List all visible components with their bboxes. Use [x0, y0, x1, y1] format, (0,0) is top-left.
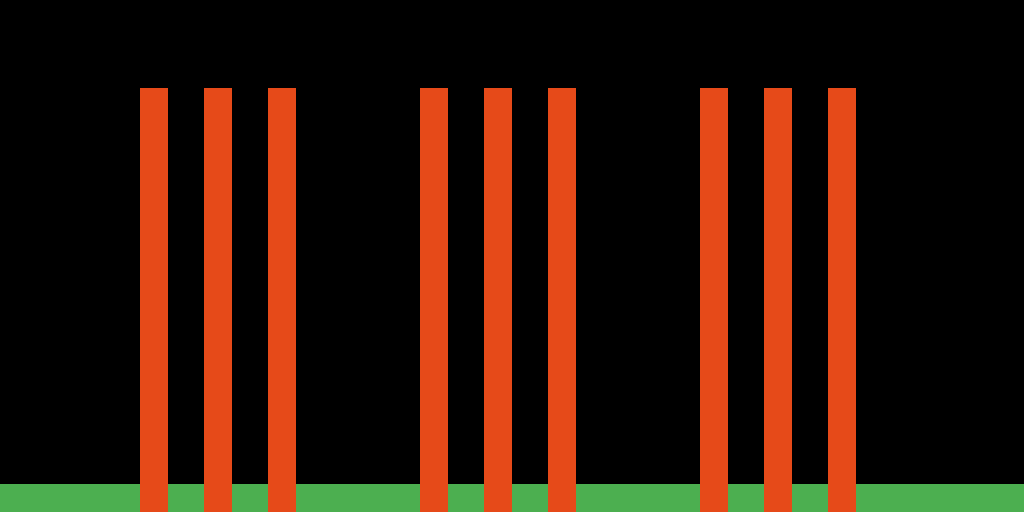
bar-1-1	[484, 88, 512, 512]
bar-2-0	[700, 88, 728, 512]
bar-0-1	[204, 88, 232, 512]
bar-2-1	[764, 88, 792, 512]
bar-2-2	[828, 88, 856, 512]
bar-1-2	[548, 88, 576, 512]
bar-0-2	[268, 88, 296, 512]
bar-0-0	[140, 88, 168, 512]
bar-chart	[0, 0, 1024, 512]
bar-1-0	[420, 88, 448, 512]
